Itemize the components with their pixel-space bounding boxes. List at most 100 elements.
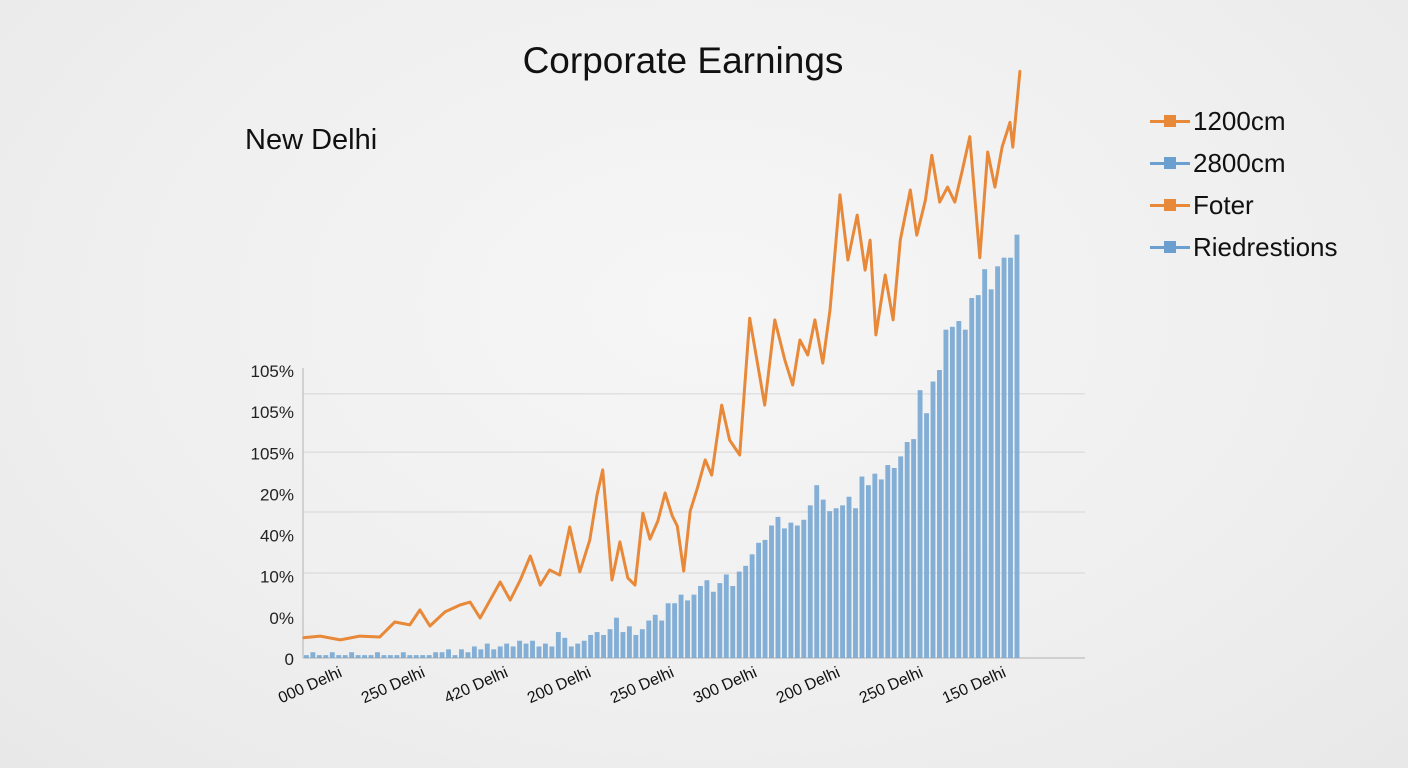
line-point — [611, 579, 613, 581]
bar — [349, 652, 355, 658]
legend-orange-marker-icon — [1150, 111, 1190, 131]
line-point — [710, 474, 713, 476]
bar — [633, 634, 639, 658]
bar — [1001, 257, 1007, 658]
line-point — [459, 604, 461, 606]
legend: 1200cm 2800cm Foter Riedrestions — [1150, 100, 1338, 268]
bar — [846, 496, 852, 658]
bar — [543, 643, 548, 658]
bar — [400, 652, 406, 658]
chart-subtitle: New Delhi — [245, 124, 378, 156]
line-point — [1019, 69, 1021, 72]
legend-item-2800cm[interactable]: 2800cm — [1150, 142, 1338, 184]
line-point — [529, 555, 532, 557]
bar — [517, 640, 523, 658]
bar — [949, 326, 955, 658]
line-point — [799, 339, 801, 341]
bar — [536, 646, 542, 658]
x-tick-label: 200 Delhi — [774, 664, 843, 707]
bar — [833, 508, 839, 658]
line-point — [856, 214, 859, 216]
bar — [898, 456, 904, 658]
bar — [853, 508, 858, 658]
bar — [995, 266, 1001, 658]
line-point — [953, 201, 956, 203]
bar — [736, 571, 742, 658]
bar — [827, 511, 833, 658]
bar — [814, 485, 820, 658]
legend-item-1200cm[interactable]: 1200cm — [1150, 100, 1338, 142]
bar — [478, 649, 484, 658]
x-tick-label: 200 Delhi — [525, 664, 594, 707]
bar — [575, 643, 581, 658]
bar — [420, 655, 426, 658]
bar — [497, 646, 503, 658]
line-point — [931, 154, 933, 156]
line-point — [378, 636, 381, 638]
bar — [355, 655, 361, 658]
bar — [504, 643, 510, 658]
bar — [891, 467, 897, 658]
bar — [859, 476, 865, 658]
line-point — [578, 571, 581, 573]
line-point — [1012, 146, 1014, 148]
line-point — [924, 199, 927, 201]
line-point — [519, 579, 522, 581]
bar — [626, 626, 632, 658]
line-point — [689, 510, 691, 512]
bar — [329, 652, 335, 658]
line-point — [773, 319, 776, 321]
bar — [756, 542, 762, 658]
bar — [865, 485, 871, 658]
legend-item-riedrestions[interactable]: Riedrestions — [1150, 226, 1338, 268]
bar — [937, 370, 942, 658]
bar — [911, 439, 917, 658]
bar — [723, 574, 729, 658]
line-point — [676, 525, 679, 527]
bar — [943, 329, 949, 658]
line-point — [822, 362, 824, 364]
line-point — [829, 309, 831, 311]
bar — [885, 465, 891, 658]
chart-title: Corporate Earnings — [522, 40, 844, 81]
line-point — [696, 487, 699, 489]
bar — [917, 390, 923, 658]
bar — [1014, 234, 1020, 658]
bar — [316, 655, 322, 658]
bar — [407, 655, 413, 658]
legend-item-foter[interactable]: Foter — [1150, 184, 1338, 226]
line-point — [728, 439, 731, 441]
bar — [323, 655, 329, 658]
line-point — [814, 319, 816, 321]
bar — [956, 321, 962, 658]
bar — [433, 652, 439, 658]
line-point — [568, 526, 571, 528]
line-point — [748, 317, 751, 319]
line-point — [909, 189, 912, 191]
line-point — [589, 539, 591, 541]
bar — [614, 617, 619, 658]
line-point — [994, 186, 996, 188]
line-point — [892, 319, 894, 321]
bar — [794, 525, 800, 658]
line-point — [791, 384, 794, 386]
bar — [769, 525, 774, 658]
legend-label: Foter — [1193, 189, 1254, 220]
bar — [568, 646, 574, 658]
legend-blue-marker-icon — [1150, 237, 1190, 257]
bar — [820, 499, 826, 658]
bar — [465, 652, 471, 658]
line-point — [627, 577, 629, 579]
bar — [491, 649, 497, 658]
bar — [698, 586, 703, 658]
legend-label: Riedrestions — [1193, 231, 1338, 262]
bar — [459, 649, 464, 658]
bar — [904, 442, 910, 658]
line-point — [479, 617, 481, 619]
y-tick-label: 40% — [260, 527, 294, 546]
legend-label: 2800cm — [1193, 147, 1286, 178]
bar — [439, 652, 445, 658]
y-tick-label: 10% — [260, 568, 294, 587]
line-point — [875, 334, 877, 336]
